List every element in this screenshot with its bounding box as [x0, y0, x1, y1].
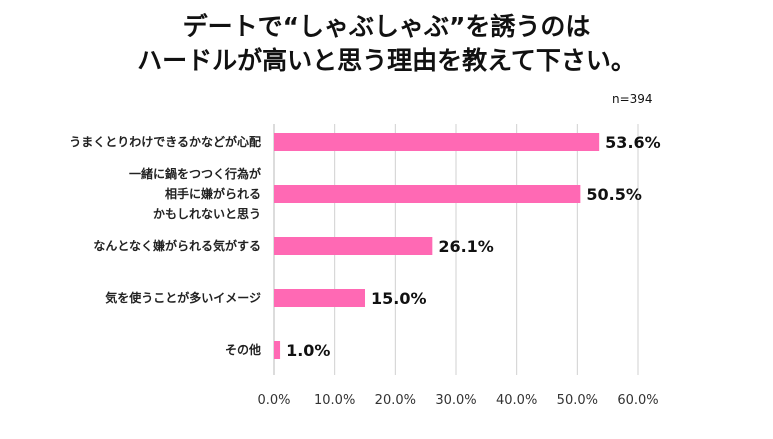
x-tick-label: 30.0% [435, 393, 476, 408]
bar-value-label: 26.1% [438, 237, 494, 256]
bar [274, 289, 365, 307]
x-tick-label: 0.0% [257, 393, 290, 408]
bar [274, 185, 581, 203]
x-tick-label: 60.0% [617, 393, 658, 408]
bar [274, 341, 281, 359]
chart-title-line1: デートで“しゃぶしゃぶ”を誘うのは [182, 12, 591, 41]
bar-value-label: 15.0% [371, 289, 427, 308]
bar-value-label: 1.0% [286, 341, 330, 360]
category-label: 気を使うことが多いイメージ [105, 290, 261, 305]
sample-size-note: n=394 [612, 92, 653, 106]
category-label: 相手に嫌がられる [165, 186, 261, 201]
x-tick-label: 50.0% [557, 393, 598, 408]
bar-value-label: 50.5% [586, 185, 642, 204]
category-label: かもしれないと思う [153, 207, 261, 221]
bar [274, 133, 600, 151]
chart-title-line2: ハードルが高いと思う理由を教えて下さい。 [137, 46, 636, 75]
category-label: その他 [225, 342, 261, 357]
x-tick-label: 20.0% [375, 393, 416, 408]
category-label: なんとなく嫌がられる気がする [93, 238, 261, 253]
x-tick-label: 10.0% [314, 393, 355, 408]
category-label: 一緒に鍋をつつく行為が [129, 166, 261, 181]
x-tick-label: 40.0% [496, 393, 537, 408]
bar [274, 237, 433, 255]
category-label: うまくとりわけできるかなどが心配 [69, 134, 261, 149]
bar-value-label: 53.6% [605, 133, 661, 152]
